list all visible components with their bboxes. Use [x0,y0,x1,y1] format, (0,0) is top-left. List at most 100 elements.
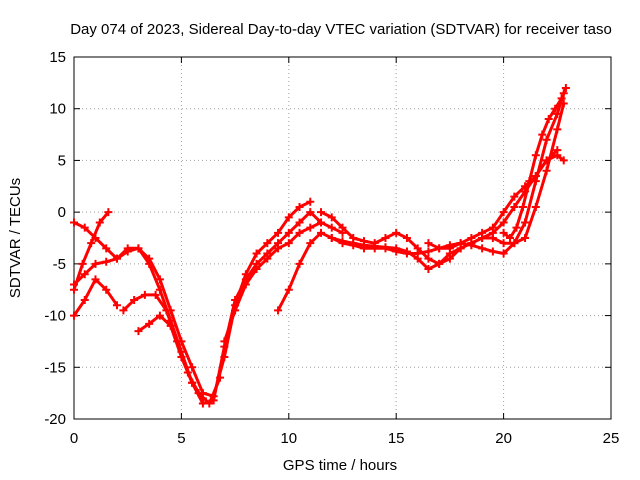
data-point [359,241,368,250]
data-point [424,247,433,256]
data-point [220,337,229,346]
data-point [145,259,154,268]
y-tick-label: 10 [49,101,66,118]
data-point [349,239,358,248]
data-point [80,296,89,305]
data-point [188,378,197,387]
data-point [402,234,411,242]
data-point [512,223,521,232]
data-point [91,259,100,268]
series-track-2 [72,210,323,405]
data-point [510,202,519,211]
data-point [456,239,465,248]
data-point [531,151,540,160]
data-point [510,239,519,248]
series-layer [70,84,570,408]
x-tick-label: 15 [388,430,405,447]
data-point [435,259,444,268]
x-tick-label: 20 [495,430,512,447]
data-point [78,259,87,268]
data-point [392,228,401,237]
data-point [499,228,508,237]
tick-layer: 0 5 10 15 20 25 -20 -15 -10 -5 0 5 10 15 [44,49,619,447]
data-point [499,249,508,258]
data-point [381,243,390,252]
data-point [274,244,283,253]
x-tick-label: 0 [70,430,78,447]
data-point [557,94,566,103]
y-tick-label: -15 [44,359,66,376]
data-point [306,197,315,206]
data-point [327,234,336,242]
data-point [140,290,149,299]
data-point [478,228,487,237]
data-point [102,257,111,266]
data-point [188,363,197,372]
data-point [80,223,89,232]
data-point [553,151,562,160]
data-point [102,285,111,294]
data-point [295,218,304,227]
data-point [155,275,164,284]
data-point [123,244,132,253]
data-point [424,239,433,248]
x-tick-label: 10 [280,430,297,447]
data-point [538,130,547,139]
data-point [102,244,111,253]
data-point [205,399,214,408]
data-point [338,237,347,246]
data-point [70,311,78,320]
data-point [119,306,128,315]
data-point [151,290,160,299]
data-point [155,311,164,320]
data-point [130,296,139,305]
data-point [112,301,121,310]
data-point [263,254,272,263]
data-point [231,306,240,315]
grid-layer [74,57,611,419]
data-point [241,280,250,289]
x-tick-label: 5 [177,430,185,447]
data-point [295,259,304,268]
y-tick-label: -20 [44,411,66,428]
data-point [370,242,379,251]
data-point [544,115,553,124]
data-point [317,228,326,237]
data-point [435,244,444,253]
series-track-11 [426,153,566,250]
y-tick-label: -5 [53,256,66,273]
data-point [284,228,293,237]
y-tick-label: 0 [58,204,66,221]
data-point [327,213,336,222]
y-tick-label: 5 [58,152,66,169]
data-point [274,228,283,237]
data-point [295,228,304,237]
series-track-4 [72,277,119,318]
data-point [155,285,164,294]
data-point [561,84,570,93]
data-point [488,247,497,256]
data-point [91,275,100,284]
data-point [95,218,104,227]
data-point [306,208,315,217]
data-point [518,202,527,211]
data-point [145,319,154,328]
y-axis-label: SDTVAR / TECUs [7,178,24,298]
data-point [295,202,304,211]
data-point [445,244,454,253]
data-point [542,166,551,175]
plot-frame [73,56,612,420]
data-point [284,239,293,248]
data-point [542,156,551,165]
series-track-8 [276,91,566,312]
data-point [252,249,261,258]
data-point [381,234,390,242]
y-tick-label: -10 [44,308,66,325]
data-point [70,285,78,294]
data-point [553,125,562,134]
x-tick-label: 25 [603,430,620,447]
data-point [521,218,530,227]
data-point [402,247,411,256]
data-point [104,208,113,217]
data-point [284,213,293,222]
